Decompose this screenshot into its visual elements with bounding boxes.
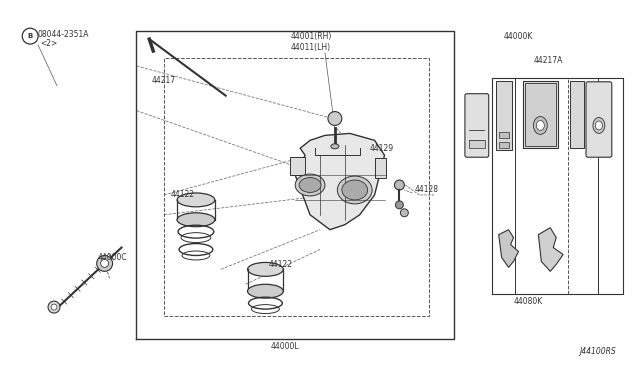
Circle shape xyxy=(328,112,342,125)
Circle shape xyxy=(22,28,38,44)
Ellipse shape xyxy=(177,213,215,227)
Text: 44122: 44122 xyxy=(171,190,195,199)
Bar xyxy=(290,157,305,175)
Circle shape xyxy=(97,256,113,271)
Ellipse shape xyxy=(595,121,602,130)
Bar xyxy=(524,81,558,148)
Circle shape xyxy=(48,301,60,313)
FancyBboxPatch shape xyxy=(465,94,489,157)
FancyBboxPatch shape xyxy=(586,82,612,157)
Bar xyxy=(495,81,511,150)
Polygon shape xyxy=(295,134,385,230)
Ellipse shape xyxy=(331,144,339,149)
Text: 44122: 44122 xyxy=(268,260,292,269)
Polygon shape xyxy=(499,230,518,267)
Ellipse shape xyxy=(593,118,605,134)
Bar xyxy=(499,132,509,138)
Text: J44100RS: J44100RS xyxy=(579,347,616,356)
Ellipse shape xyxy=(177,193,215,207)
Ellipse shape xyxy=(342,180,367,200)
Polygon shape xyxy=(538,228,563,271)
Ellipse shape xyxy=(533,116,547,134)
Ellipse shape xyxy=(295,174,325,196)
Ellipse shape xyxy=(248,262,284,276)
Text: 44080K: 44080K xyxy=(513,296,543,306)
Bar xyxy=(499,142,509,148)
Text: <2>: <2> xyxy=(40,39,58,48)
Ellipse shape xyxy=(248,284,284,298)
Bar xyxy=(570,81,584,148)
Text: B: B xyxy=(28,33,33,39)
Bar xyxy=(469,140,484,148)
Ellipse shape xyxy=(536,121,544,131)
Ellipse shape xyxy=(299,177,321,192)
Text: 44011(LH): 44011(LH) xyxy=(290,42,330,52)
Text: 44001(RH): 44001(RH) xyxy=(290,32,332,41)
Text: 44128: 44128 xyxy=(414,186,438,195)
Circle shape xyxy=(51,304,57,310)
Text: 08044-2351A: 08044-2351A xyxy=(37,30,88,39)
Circle shape xyxy=(401,209,408,217)
Circle shape xyxy=(396,201,403,209)
Text: 44217A: 44217A xyxy=(533,57,563,65)
Bar xyxy=(525,83,556,146)
Text: 44129: 44129 xyxy=(370,144,394,153)
Circle shape xyxy=(100,259,109,267)
Text: 44000L: 44000L xyxy=(270,342,299,351)
Text: 44000C: 44000C xyxy=(98,253,127,262)
Circle shape xyxy=(394,180,404,190)
Text: 44217: 44217 xyxy=(151,76,175,85)
Bar xyxy=(374,158,387,178)
Ellipse shape xyxy=(337,176,372,204)
Text: 44000K: 44000K xyxy=(504,32,533,41)
